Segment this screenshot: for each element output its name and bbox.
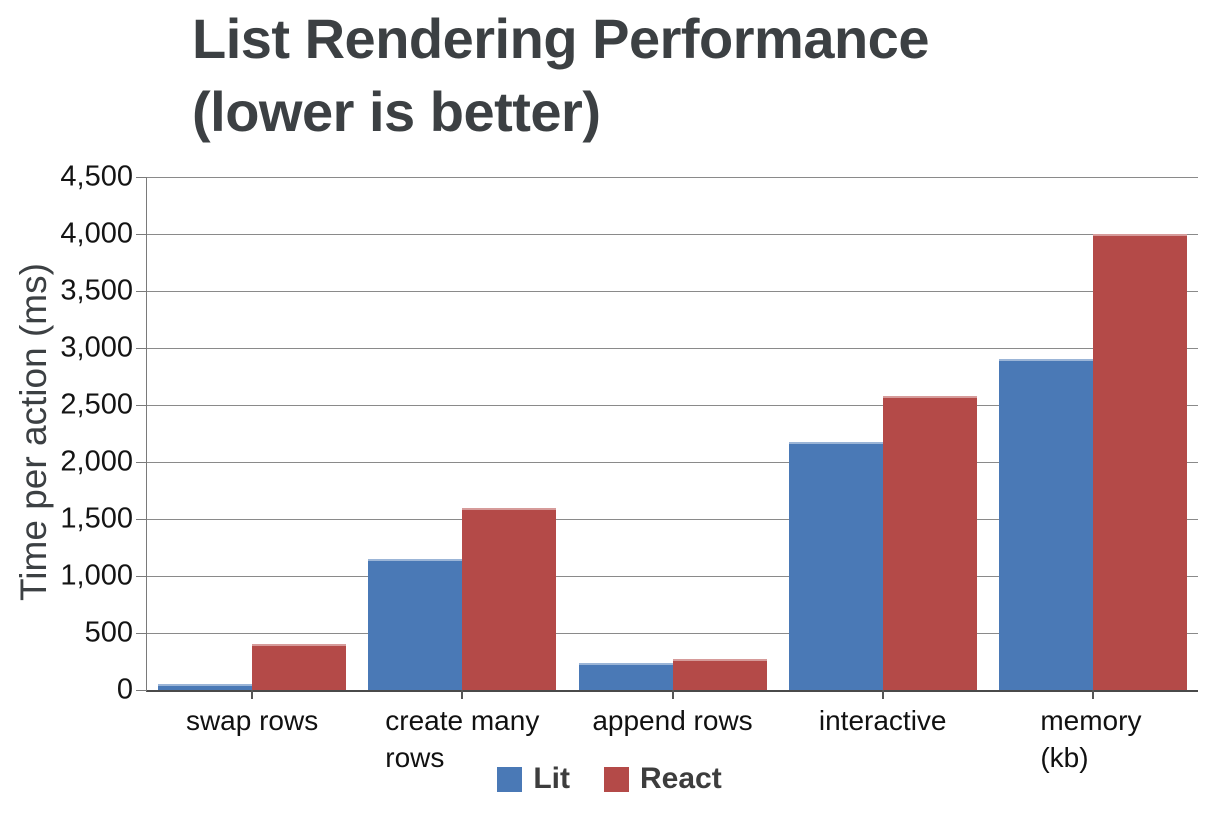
legend-label-react: React [639,762,722,795]
bar-lit-swap-rows [158,684,253,690]
y-tick-mark [136,348,147,349]
y-tick-mark [136,690,147,691]
x-tick-mark [671,690,674,699]
x-tick-mark [251,690,254,699]
legend-label-lit: Lit [533,762,570,795]
plot-area: 0 500 1,000 1,500 2,000 2,500 3,000 3,500 4,000 4… [60,161,1198,773]
y-tick-mark [136,576,147,577]
x-tick-mark [881,690,884,699]
gridline [147,462,1198,463]
y-tick-label: 4,500 [60,160,133,193]
x-axis-label-interactive: interactive [818,705,947,736]
bar-react-memory-kb [1092,234,1187,690]
gridline [147,348,1198,349]
legend-swatch-lit [497,766,523,792]
bar-lit-memory-kb [998,359,1093,690]
y-tick-label: 1,000 [60,559,133,592]
y-tick-label: 2,500 [60,388,133,421]
x-axis-label-create-many-rows: create many rows [385,705,540,773]
bar-lit-interactive [788,442,883,690]
legend: Lit React [0,762,1219,796]
chart-title-line-2: (lower is better) [192,80,601,143]
x-tick-mark [461,690,464,699]
legend-item-lit: Lit [497,762,570,796]
y-tick-label: 0 [116,673,133,706]
gridline [147,177,1198,178]
y-tick-mark [136,177,147,178]
chart-title: List Rendering Performance (lower is bet… [192,2,929,148]
y-tick-label: 3,000 [60,331,133,364]
gridline [147,576,1198,577]
y-tick-mark [136,519,147,520]
bar-react-interactive [882,396,977,690]
bar-lit-create-many-rows [368,559,463,690]
bar-react-create-many-rows [462,508,557,690]
gridline [147,405,1198,406]
gridline [147,519,1198,520]
legend-swatch-react [603,766,629,792]
gridline [147,234,1198,235]
y-tick-mark [136,462,147,463]
x-tick-mark [1091,690,1094,699]
legend-item-react: React [603,762,722,796]
y-tick-label: 1,500 [60,502,133,535]
x-axis-label-swap-rows: swap rows [185,705,319,736]
y-tick-mark [136,405,147,406]
y-tick-mark [136,234,147,235]
x-axis-label-append-rows: append rows [592,705,753,736]
y-axis-title: Time per action (ms) [13,263,54,601]
chart-title-line-1: List Rendering Performance [192,7,929,70]
bar-lit-append-rows [578,663,673,690]
bar-react-swap-rows [252,644,347,690]
y-tick-label: 4,000 [60,217,133,250]
gridline [147,633,1198,634]
y-tick-label: 500 [84,616,133,649]
y-tick-label: 2,000 [60,445,133,478]
gridline [147,291,1198,292]
x-axis-label-memory-kb: memory (kb) [1040,705,1142,773]
bar-react-append-rows [672,659,767,690]
y-tick-mark [136,633,147,634]
y-tick-mark [136,291,147,292]
y-tick-label: 3,500 [60,274,133,307]
